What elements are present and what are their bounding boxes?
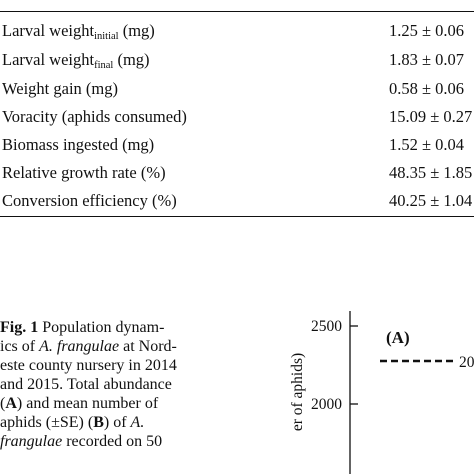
caption-line-2: ics of A. frangulae at Nord- — [0, 338, 177, 355]
row-value: 1.83 ± 0.07 — [389, 50, 465, 69]
row-value: 15.09 ± 0.27 — [389, 107, 473, 126]
table-top-rule — [0, 11, 474, 12]
row-label: Larval weightfinal (mg) — [2, 50, 150, 71]
figure-caption: Fig. 1 Population dynam- ics of A. frang… — [0, 318, 215, 451]
row-label: Relative growth rate (%) — [2, 163, 166, 182]
caption-line-7: frangulae recorded on 50 — [0, 433, 163, 450]
y-tick-label: 2500 — [311, 318, 342, 335]
row-value: 48.35 ± 1.85 — [389, 163, 473, 182]
table-row: Biomass ingested (mg) 1.52 ± 0.04 — [0, 132, 474, 158]
table-row: Voracity (aphids consumed) 15.09 ± 0.27 — [0, 104, 474, 130]
row-value: 0.58 ± 0.06 — [389, 79, 465, 98]
row-label: Biomass ingested (mg) — [2, 135, 155, 154]
caption-line-4: and 2015. Total abundance — [0, 376, 172, 393]
table-row: Conversion efficiency (%) 40.25 ± 1.04 — [0, 188, 474, 214]
row-label: Voracity (aphids consumed) — [2, 107, 187, 126]
table-row: Larval weightfinal (mg) 1.83 ± 0.07 — [0, 47, 474, 73]
y-tick-label: 2000 — [311, 396, 342, 413]
y-axis-ticks: 2000 2500 — [311, 318, 358, 413]
row-value: 1.52 ± 0.04 — [389, 135, 465, 154]
legend-entry-label: 20 — [459, 354, 474, 371]
species-name: A. frangulae — [39, 338, 120, 355]
caption-line-1: Fig. 1 Population dynam- — [0, 319, 165, 336]
table-row: Larval weightinitial (mg) 1.25 ± 0.06 — [0, 18, 474, 44]
row-label: Weight gain (mg) — [2, 79, 118, 98]
row-value: 40.25 ± 1.04 — [389, 191, 473, 210]
row-value: 1.25 ± 0.06 — [389, 21, 465, 40]
row-label: Larval weightinitial (mg) — [2, 21, 155, 42]
table-row: Relative growth rate (%) 48.35 ± 1.85 — [0, 160, 474, 186]
panel-label: (A) — [386, 328, 410, 347]
figure-label: Fig. 1 — [0, 319, 39, 336]
row-label: Conversion efficiency (%) — [2, 191, 177, 210]
caption-line-5: (A) and mean number of — [0, 395, 159, 412]
table-bottom-rule — [0, 216, 474, 217]
caption-line-6: aphids (±SE) (B) of A. — [0, 414, 145, 431]
y-axis-label: er of aphids) — [289, 353, 306, 431]
table-row: Weight gain (mg) 0.58 ± 0.06 — [0, 76, 474, 102]
caption-line-3: este county nursery in 2014 — [0, 357, 177, 374]
